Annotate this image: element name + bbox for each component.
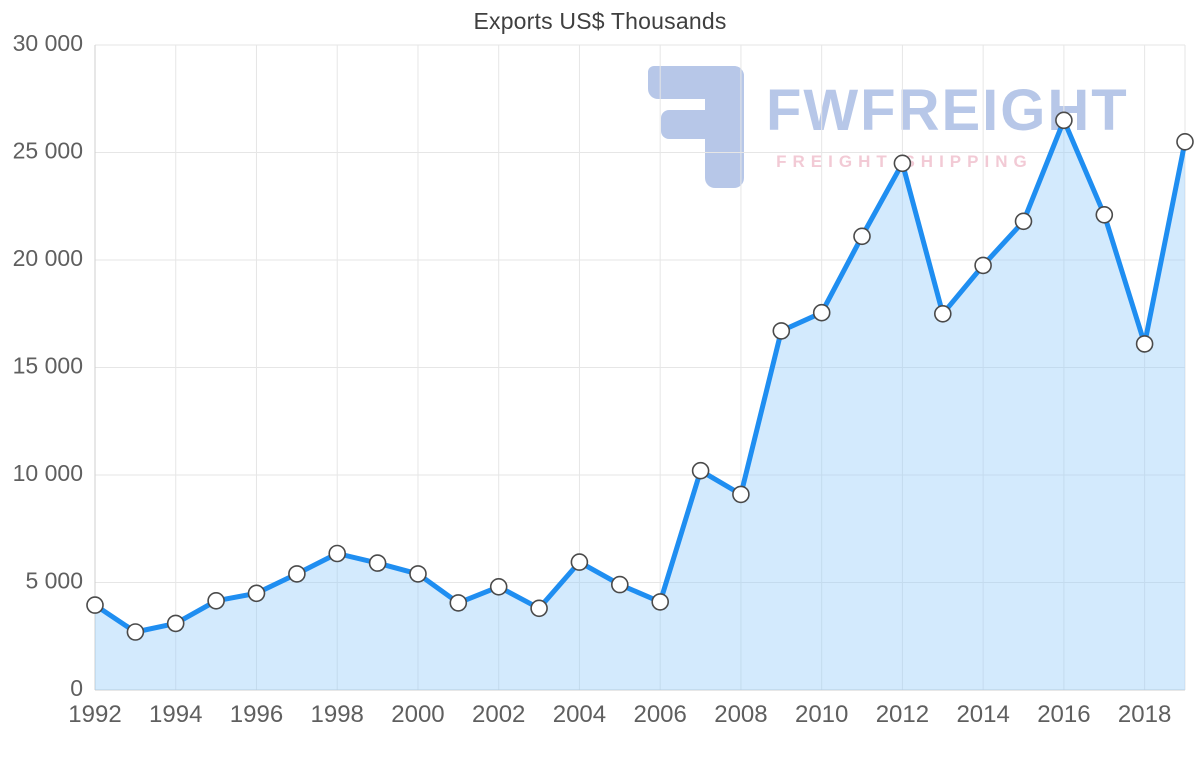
- data-point-marker[interactable]: [86, 596, 104, 614]
- data-point-marker[interactable]: [449, 594, 468, 612]
- x-tick-label: 2018: [1118, 701, 1171, 728]
- data-point-marker[interactable]: [772, 322, 791, 340]
- data-point-marker[interactable]: [1176, 133, 1194, 151]
- data-point-marker[interactable]: [853, 227, 871, 246]
- data-point-marker[interactable]: [489, 577, 508, 596]
- y-tick-label: 0: [70, 675, 83, 701]
- y-tick-label: 30 000: [13, 30, 83, 56]
- x-tick-label: 1994: [149, 701, 202, 728]
- y-tick-label: 20 000: [13, 245, 83, 271]
- data-point-marker[interactable]: [207, 591, 225, 610]
- x-tick-label: 2008: [714, 701, 767, 728]
- data-point-marker[interactable]: [933, 304, 952, 323]
- data-point-marker[interactable]: [812, 303, 831, 322]
- data-point-marker[interactable]: [166, 614, 185, 633]
- y-tick-label: 5 000: [25, 568, 83, 594]
- data-point-marker[interactable]: [610, 575, 629, 594]
- x-tick-label: 2000: [391, 701, 444, 728]
- y-tick-label: 10 000: [13, 460, 83, 486]
- area-fill: [95, 120, 1185, 691]
- x-tick-label: 1992: [68, 701, 121, 728]
- data-point-marker[interactable]: [974, 256, 992, 275]
- x-tick-label: 1996: [230, 701, 283, 728]
- data-point-marker[interactable]: [651, 593, 670, 611]
- x-tick-label: 2014: [956, 701, 1009, 728]
- x-tick-label: 2010: [795, 701, 848, 728]
- y-tick-label: 15 000: [13, 353, 83, 379]
- data-point-marker[interactable]: [368, 554, 387, 572]
- data-point-marker[interactable]: [247, 584, 266, 603]
- data-point-marker[interactable]: [288, 565, 306, 583]
- x-tick-label: 2004: [553, 701, 606, 728]
- data-point-marker[interactable]: [126, 623, 145, 641]
- data-point-marker[interactable]: [732, 485, 750, 504]
- data-point-marker[interactable]: [893, 154, 912, 173]
- data-point-marker[interactable]: [570, 553, 589, 571]
- data-point-marker[interactable]: [409, 565, 427, 583]
- x-tick-label: 2006: [633, 701, 686, 728]
- series-line: [92, 117, 1188, 635]
- data-point-marker[interactable]: [1095, 206, 1114, 224]
- data-point-marker[interactable]: [1014, 212, 1033, 231]
- x-tick-label: 2012: [876, 701, 929, 728]
- chart-title: Exports US$ Thousands: [473, 8, 727, 34]
- data-point-marker[interactable]: [1055, 111, 1073, 130]
- data-point-marker[interactable]: [530, 599, 548, 618]
- data-point-marker[interactable]: [328, 544, 347, 563]
- x-tick-label: 2016: [1037, 701, 1090, 728]
- data-point-marker[interactable]: [1135, 335, 1154, 353]
- x-tick-label: 2002: [472, 701, 525, 728]
- x-tick-label: 1998: [311, 701, 364, 728]
- y-tick-label: 25 000: [13, 138, 83, 164]
- data-point-marker[interactable]: [691, 461, 710, 480]
